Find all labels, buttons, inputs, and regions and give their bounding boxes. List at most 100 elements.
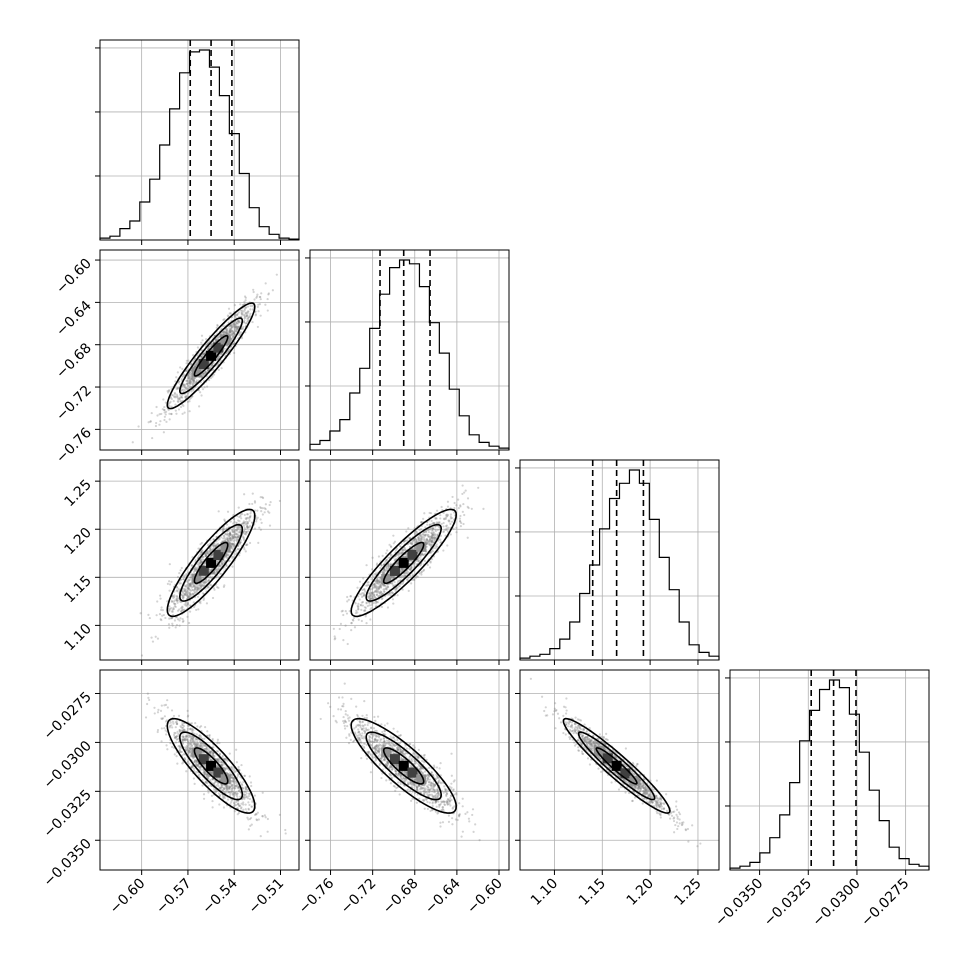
sample-point [232,793,235,796]
sample-point [216,559,219,562]
sample-point [196,566,199,569]
sample-point [426,529,429,532]
sample-point [159,709,163,712]
sample-point [369,595,372,598]
sample-point [187,749,190,752]
sample-point [201,555,205,558]
sample-point [171,610,174,613]
sample-point [429,544,432,547]
sample-point [220,783,223,787]
sample-point [226,314,230,317]
sample-point [451,495,454,499]
sample-point [228,559,231,562]
sample-point [371,595,374,598]
sample-point [413,531,417,534]
sample-point [191,589,194,592]
sample-point [186,602,190,605]
sample-point [434,544,437,548]
sample-point [447,519,450,522]
sample-point [231,530,235,533]
sample-point [253,527,257,530]
sample-point [185,359,188,362]
sample-point [200,583,204,587]
sample-point [391,592,394,595]
sample-point [364,609,367,612]
sample-point [184,386,187,389]
sample-point [222,534,225,537]
sample-point [398,552,402,556]
sample-point [434,525,437,528]
sample-point [158,423,161,426]
sample-point [235,785,238,788]
sample-point [392,584,396,587]
sample-point [432,533,435,536]
sample-point [363,588,366,591]
sample-point [231,548,234,551]
sample-point [223,539,227,542]
sample-point [367,583,370,586]
sample-point [182,578,186,581]
sample-point [178,572,181,575]
sample-point [423,533,426,536]
sample-point [452,527,455,530]
sample-point [172,714,176,718]
sample-point [205,554,208,557]
sample-point [246,526,249,529]
sample-point [392,534,395,537]
sample-point [186,384,190,387]
sample-point [411,542,414,545]
sample-point [373,591,376,594]
sample-point [201,353,205,357]
sample-point [178,619,181,622]
sample-point [236,535,240,538]
sample-point [189,372,192,375]
sample-point [259,298,262,301]
sample-point [232,323,235,326]
sample-point [398,544,401,548]
sample-point [427,534,430,537]
sample-point [423,538,426,542]
sample-point [218,572,222,575]
sample-point [188,373,191,376]
sample-point [168,563,171,566]
sample-point [248,502,251,506]
sample-point [344,610,347,613]
sample-point [383,568,386,571]
sample-point [181,590,184,593]
sample-point [173,594,176,597]
sample-point [232,332,236,335]
sample-point [186,596,190,599]
sample-point [232,321,235,325]
sample-point [212,546,215,549]
sample-point [207,586,210,589]
sample-point [375,593,379,596]
sample-point [149,420,152,423]
sample-point [165,410,168,413]
sample-point [359,603,362,607]
sample-point [261,496,264,499]
sample-point [175,595,178,598]
sample-point [162,431,165,434]
sample-point [238,519,241,523]
sample-point [218,548,221,551]
sample-point [362,609,366,612]
sample-point [212,571,216,574]
sample-point [418,539,421,542]
sample-point [242,537,245,540]
sample-point [188,584,191,587]
sample-point [207,552,210,555]
histogram-step [309,259,510,450]
sample-point [367,592,370,595]
sample-point [156,600,159,603]
sample-point [233,520,236,523]
sample-point [191,583,194,586]
sample-point [242,520,245,523]
sample-point [369,593,372,597]
sample-point [173,604,176,608]
sample-point [268,524,272,527]
sample-point [423,552,427,556]
sample-point [183,588,186,591]
sample-point [380,564,383,567]
sample-point [236,528,239,531]
sample-point [370,597,373,600]
